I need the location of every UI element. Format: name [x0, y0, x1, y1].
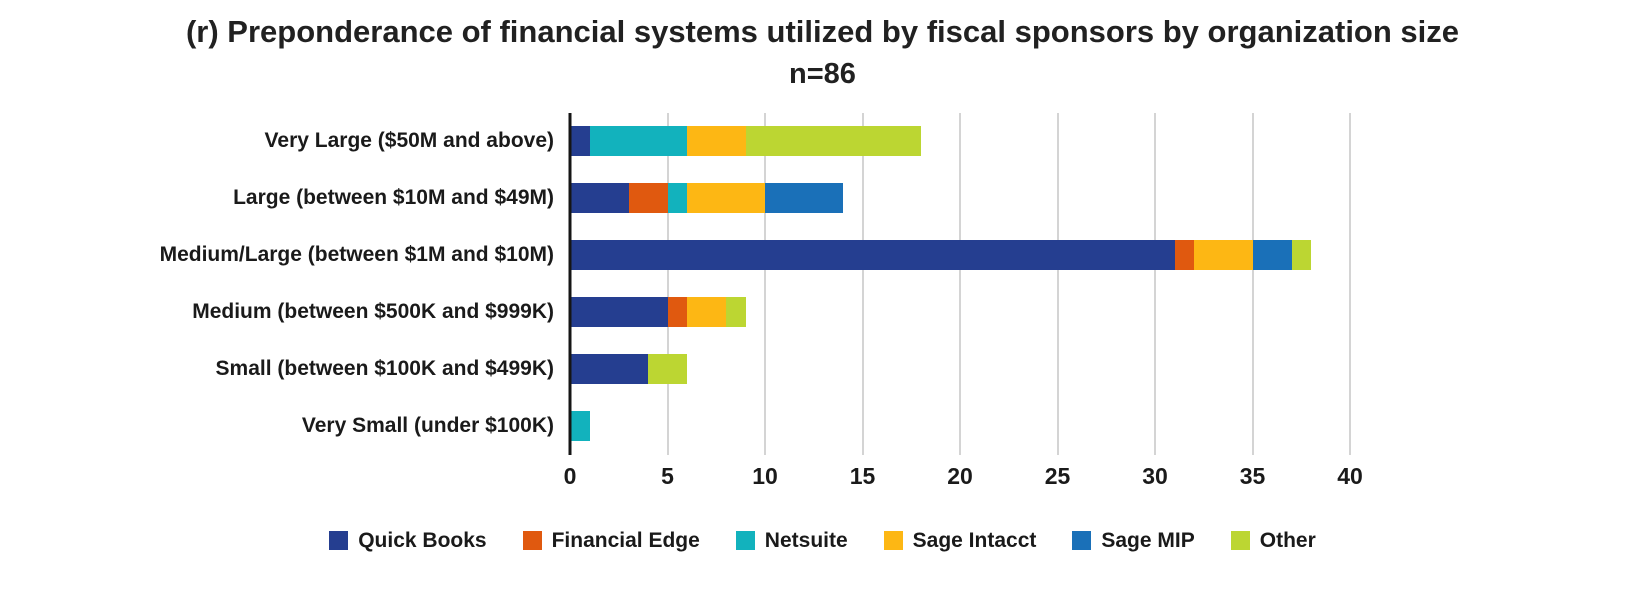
bar-segment-sage-intacct: [687, 183, 765, 214]
plot-area: [568, 112, 1351, 455]
bar-segment-financial-edge: [667, 297, 687, 328]
legend-swatch-icon: [329, 531, 349, 551]
chart-subtitle: n=86: [789, 57, 856, 90]
y-axis-line: [568, 112, 572, 455]
bar-row: [570, 170, 1350, 227]
legend-item-quick-books: Quick Books: [329, 528, 487, 553]
legend-label: Sage Intacct: [912, 528, 1037, 552]
legend-label: Other: [1259, 528, 1316, 552]
bar-segment-other: [726, 297, 746, 328]
legend-swatch-icon: [883, 531, 903, 551]
chart-title: (r) Preponderance of financial systems u…: [185, 14, 1460, 49]
bar-row: [570, 113, 1350, 170]
gridline: [1056, 112, 1059, 455]
x-tick-label: 10: [752, 462, 778, 489]
gridline: [1154, 112, 1156, 455]
x-tick-label: 0: [563, 462, 577, 489]
legend-label: Financial Edge: [551, 528, 700, 552]
bar-segment-financial-edge: [1174, 240, 1194, 271]
bar-segment-netsuite: [667, 183, 687, 214]
legend: Quick Books Financial Edge Netsuite Sage In…: [0, 529, 1645, 553]
bar-segment-quick-books: [570, 183, 629, 214]
bar-segment-sage-mip: [1252, 240, 1292, 271]
bar-segment-sage-intacct: [687, 297, 726, 328]
legend-item-other: Other: [1230, 528, 1316, 553]
stacked-bar: [570, 411, 1350, 442]
legend-swatch-icon: [522, 531, 542, 551]
bar-segment-financial-edge: [628, 183, 668, 214]
gridline: [764, 112, 766, 455]
x-tick-label: 20: [947, 462, 973, 489]
gridline: [666, 112, 669, 455]
gridline: [1251, 112, 1254, 455]
bar-segment-other: [745, 126, 921, 157]
legend-swatch-icon: [1072, 531, 1092, 551]
bar-row: [570, 284, 1350, 341]
category-label: Large (between $10M and $49M): [233, 186, 554, 210]
x-tick-label: 40: [1337, 462, 1363, 489]
stacked-bar: [570, 183, 1350, 214]
gridline: [959, 112, 961, 455]
gridline: [861, 112, 864, 455]
bar-segment-sage-intacct: [687, 126, 746, 157]
bar-segment-other: [1291, 240, 1311, 271]
legend-item-netsuite: Netsuite: [735, 528, 848, 553]
bar-segment-sage-mip: [765, 183, 843, 214]
bar-segment-sage-intacct: [1194, 240, 1253, 271]
category-label: Very Small (under $100K): [301, 414, 554, 438]
x-tick-label: 35: [1239, 462, 1266, 489]
legend-swatch-icon: [1230, 531, 1250, 551]
bar-row: [570, 341, 1350, 398]
stacked-bar: [570, 126, 1350, 157]
gridline: [1349, 112, 1351, 455]
stacked-bar: [570, 240, 1350, 271]
bar-segment-quick-books: [570, 240, 1175, 271]
bar-segment-other: [648, 354, 687, 385]
x-tick-label: 15: [849, 462, 876, 489]
legend-item-financial-edge: Financial Edge: [522, 528, 700, 553]
bar-segment-quick-books: [570, 126, 590, 157]
x-axis: 0 5 10 15 20 25 30 35 40: [564, 462, 1363, 499]
legend-item-sage-mip: Sage MIP: [1072, 528, 1195, 553]
bar-row: [570, 227, 1350, 284]
stacked-bar: [570, 354, 1350, 385]
legend-item-sage-intacct: Sage Intacct: [883, 528, 1037, 553]
plot-column: 0 5 10 15 20 25 30 35 40: [564, 112, 1363, 499]
legend-label: Sage MIP: [1101, 528, 1195, 552]
stacked-bar: [570, 297, 1350, 328]
chart-body: Very Large ($50M and above) Large (betwee…: [0, 112, 1645, 499]
x-tick-label: 25: [1044, 462, 1071, 489]
category-label: Medium/Large (between $1M and $10M): [159, 243, 554, 267]
bar-segment-netsuite: [570, 411, 590, 442]
x-tick-label: 30: [1142, 462, 1168, 489]
bar-segment-quick-books: [570, 354, 648, 385]
category-label: Medium (between $500K and $999K): [192, 300, 554, 324]
category-label: Small (between $100K and $499K): [215, 357, 554, 381]
x-tick-label: 5: [661, 462, 674, 489]
legend-label: Quick Books: [358, 528, 487, 552]
legend-label: Netsuite: [764, 528, 848, 552]
bar-segment-quick-books: [570, 297, 668, 328]
legend-swatch-icon: [735, 531, 755, 551]
bar-row: [570, 398, 1350, 455]
category-label: Very Large ($50M and above): [264, 129, 554, 153]
y-axis-labels: Very Large ($50M and above) Large (betwee…: [0, 113, 570, 499]
bar-segment-netsuite: [589, 126, 687, 157]
